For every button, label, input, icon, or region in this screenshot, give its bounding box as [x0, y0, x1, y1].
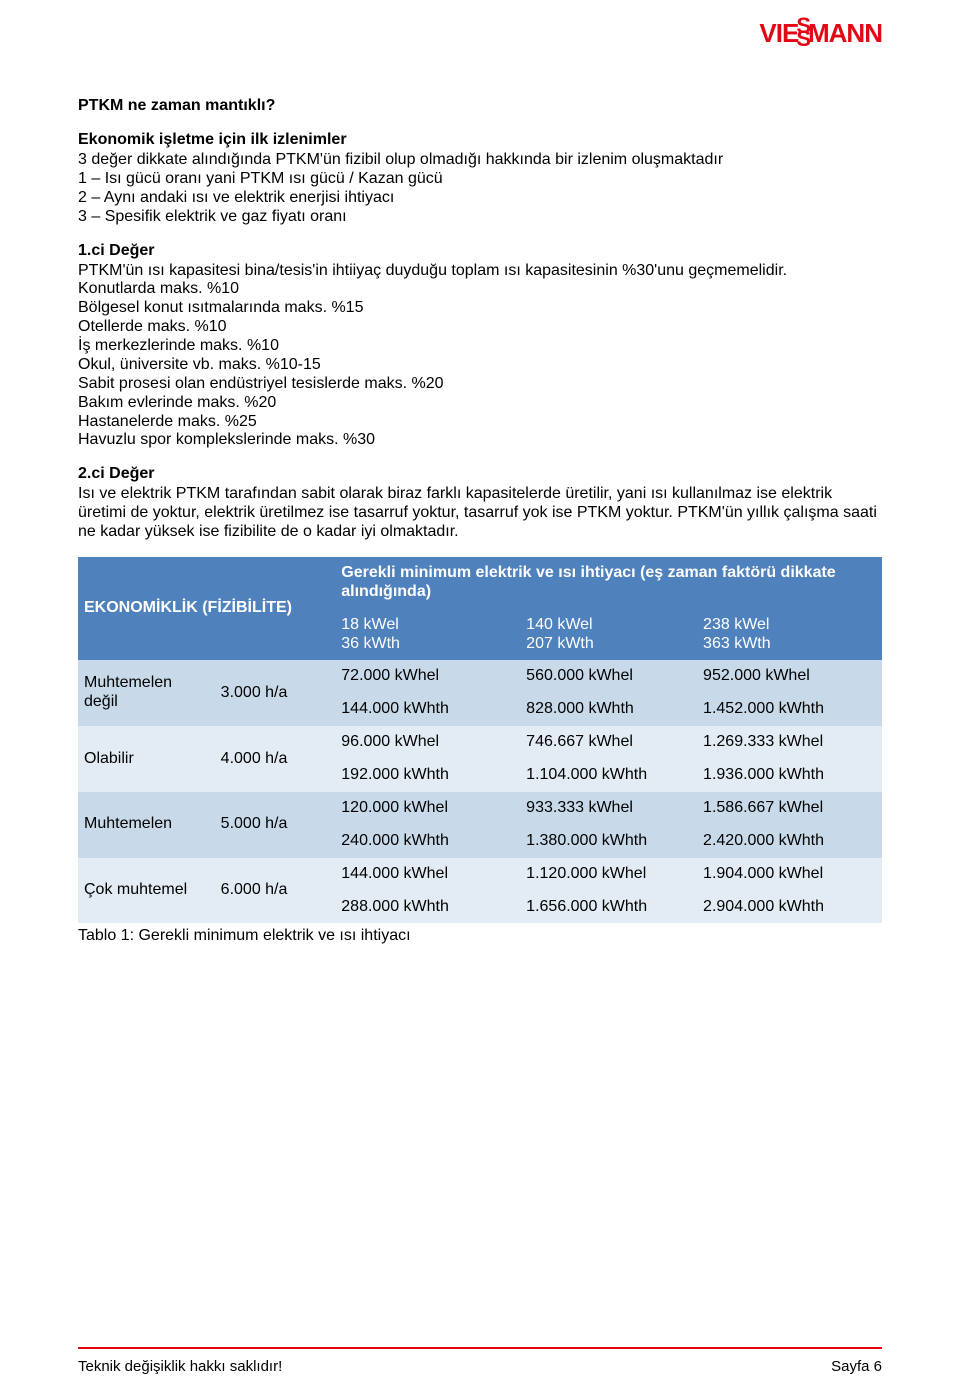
row0-el-2: 952.000 kWhel [697, 660, 882, 693]
value2-text: Isı ve elektrik PTKM tarafından sabit ol… [78, 485, 882, 542]
footer-page: Sayfa 6 [831, 1358, 882, 1375]
row0-hours: 3.000 h/a [215, 660, 336, 726]
row1-hours: 4.000 h/a [215, 726, 336, 792]
row1-th-2: 1.936.000 kWhth [697, 759, 882, 792]
row2-th-0: 240.000 kWhth [335, 825, 520, 858]
col-header-3: 238 kWel 363 kWth [697, 609, 882, 661]
footer-left: Teknik değişiklik hakkı saklıdır! [78, 1358, 282, 1375]
row2-hours: 5.000 h/a [215, 792, 336, 858]
row1-label: Olabilir [78, 726, 215, 792]
footer-divider [78, 1347, 882, 1349]
row2-el-0: 120.000 kWhel [335, 792, 520, 825]
table-left-header: EKONOMİKLİK (FİZİBİLİTE) [78, 557, 335, 661]
row3-hours: 6.000 h/a [215, 858, 336, 924]
row3-th-0: 288.000 kWhth [335, 891, 520, 924]
logo-ss-stack: S S [796, 20, 810, 44]
row3-th-2: 2.904.000 kWhth [697, 891, 882, 924]
col-header-1: 18 kWel 36 kWth [335, 609, 520, 661]
row3-label: Çok muhtemel [78, 858, 215, 924]
feasibility-table: EKONOMİKLİK (FİZİBİLİTE) Gerekli minimum… [78, 557, 882, 924]
row0-th-0: 144.000 kWhth [335, 693, 520, 726]
row3-el-0: 144.000 kWhel [335, 858, 520, 891]
row0-label: Muhtemelen değil [78, 660, 215, 726]
logo-s-bottom: S [796, 33, 810, 45]
row1-th-0: 192.000 kWhth [335, 759, 520, 792]
row1-th-1: 1.104.000 kWhth [520, 759, 697, 792]
row2-el-2: 1.586.667 kWhel [697, 792, 882, 825]
brand-logo: VIE S S MANN [759, 18, 882, 49]
row2-label: Muhtemelen [78, 792, 215, 858]
row2-th-1: 1.380.000 kWhth [520, 825, 697, 858]
logo-text-right: MANN [808, 18, 882, 49]
table-top-header: Gerekli minimum elektrik ve ısı ihtiyacı… [335, 557, 882, 609]
row3-el-1: 1.120.000 kWhel [520, 858, 697, 891]
row1-el-0: 96.000 kWhel [335, 726, 520, 759]
value2-title: 2.ci Değer [78, 465, 882, 483]
value1-text: PTKM'ün ısı kapasitesi bina/tesis'in iht… [78, 262, 882, 451]
row2-el-1: 933.333 kWhel [520, 792, 697, 825]
row3-el-2: 1.904.000 kWhel [697, 858, 882, 891]
row2-th-2: 2.420.000 kWhth [697, 825, 882, 858]
table-caption: Tablo 1: Gerekli minimum elektrik ve ısı… [78, 927, 882, 945]
row1-el-1: 746.667 kWhel [520, 726, 697, 759]
col-header-2: 140 kWel 207 kWth [520, 609, 697, 661]
logo-text-left: VIE [759, 18, 798, 49]
row0-el-0: 72.000 kWhel [335, 660, 520, 693]
intro-list: 3 değer dikkate alındığında PTKM'ün fizi… [78, 151, 882, 227]
section-eco-title: Ekonomik işletme için ilk izlenimler [78, 131, 882, 149]
row3-th-1: 1.656.000 kWhth [520, 891, 697, 924]
value1-title: 1.ci Değer [78, 242, 882, 260]
row0-th-2: 1.452.000 kWhth [697, 693, 882, 726]
row1-el-2: 1.269.333 kWhel [697, 726, 882, 759]
row0-th-1: 828.000 kWhth [520, 693, 697, 726]
row0-el-1: 560.000 kWhel [520, 660, 697, 693]
page-title: PTKM ne zaman mantıklı? [78, 97, 882, 115]
